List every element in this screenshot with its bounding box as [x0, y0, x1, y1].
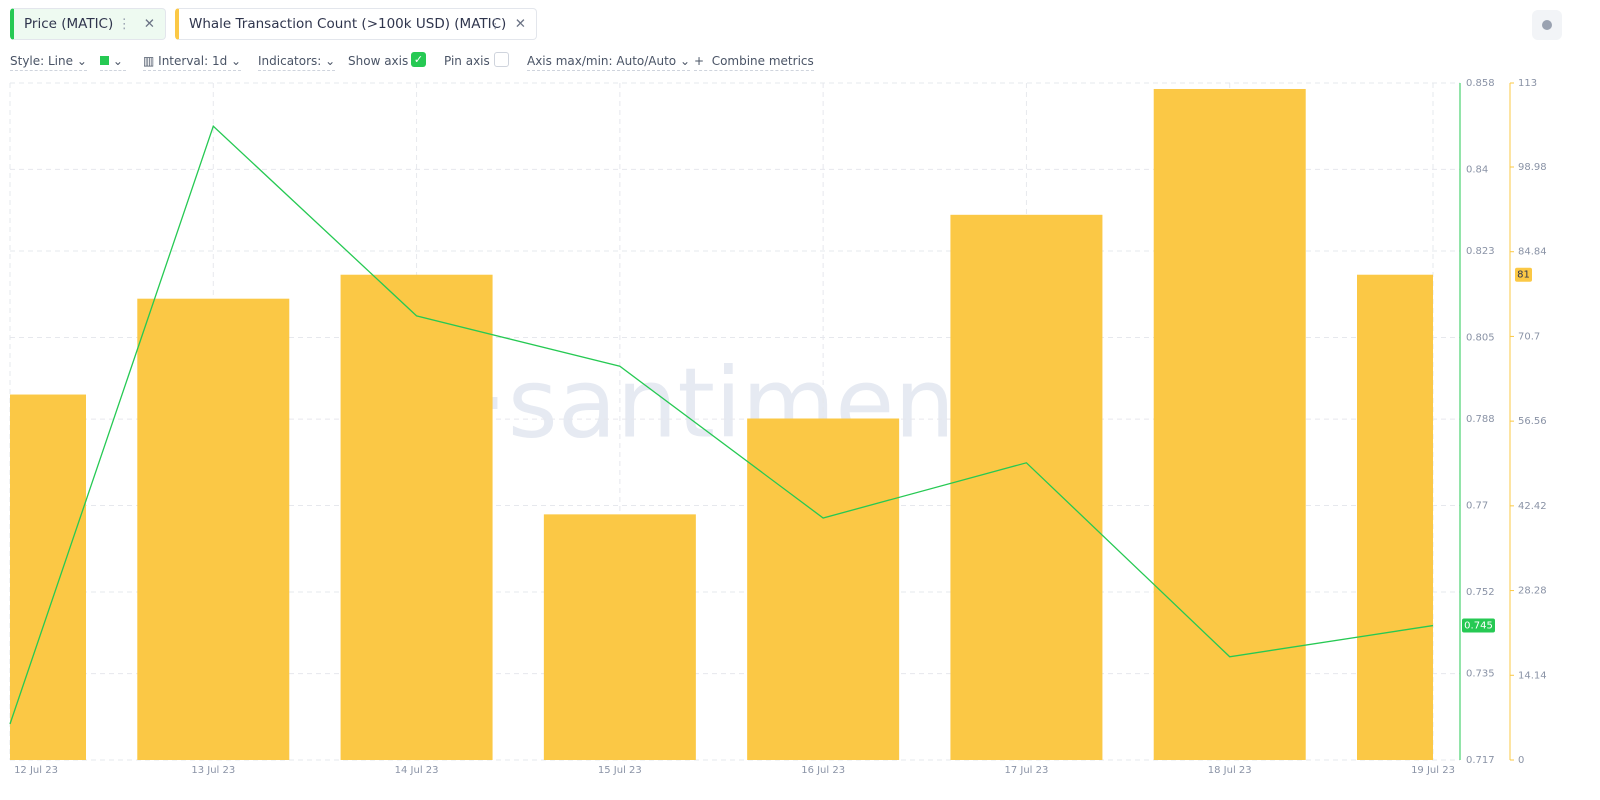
bar — [543, 514, 696, 760]
y-tick-label: 0.823 — [1466, 246, 1495, 257]
tab-menu[interactable]: ⋮ — [117, 16, 132, 32]
settings-button[interactable] — [1532, 10, 1562, 40]
indicators-select[interactable]: Indicators: ⌄ — [258, 52, 336, 71]
bar — [10, 394, 86, 760]
x-tick-label: 14 Jul 23 — [395, 765, 439, 776]
price-line — [9, 125, 1434, 725]
y2-tick-label: 113 — [1518, 78, 1537, 89]
y-tick-label: 0.788 — [1466, 414, 1495, 425]
y2-tick-label: 0 — [1518, 755, 1524, 766]
bar — [950, 214, 1103, 761]
y2-tick-label: 98.98 — [1518, 162, 1547, 173]
bar — [1357, 274, 1433, 760]
indicators-label: Indicators: — [258, 54, 322, 68]
y-tick-label: 0.858 — [1466, 78, 1495, 89]
x-tick-label: 18 Jul 23 — [1208, 765, 1252, 776]
y2-tick-label: 14.14 — [1518, 670, 1547, 681]
tab-close[interactable]: ✕ — [143, 16, 155, 32]
last-value-badge — [1515, 267, 1532, 282]
dot-icon — [1542, 20, 1552, 30]
x-tick-label: 13 Jul 23 — [191, 765, 235, 776]
show-axis[interactable]: Show axis — [348, 52, 408, 70]
x-tick-label: 15 Jul 23 — [598, 765, 642, 776]
tab-close[interactable]: ✕ — [514, 16, 526, 32]
metric-tab[interactable]: Price (MATIC) ⋮ ✕ — [10, 8, 166, 40]
color-select[interactable]: ⌄ — [100, 52, 126, 71]
y-tick-label: 0.735 — [1466, 669, 1495, 680]
style-label: Style: Line — [10, 54, 74, 68]
tab-label: Whale Transaction Count (>100k USD) (MAT… — [189, 16, 507, 32]
bar — [137, 298, 290, 760]
y2-tick-label: 70.7 — [1518, 331, 1540, 342]
y-tick-label: 0.752 — [1466, 587, 1495, 598]
axis-minmax-select[interactable]: Axis max/min: Auto/Auto ⌄ — [527, 52, 691, 71]
tab-label: Price (MATIC) — [24, 16, 114, 32]
y2-tick-label: 84.84 — [1518, 247, 1547, 258]
pin-axis-checkbox[interactable] — [494, 52, 509, 67]
y2-tick-label: 28.28 — [1518, 586, 1547, 597]
x-tick-label: 12 Jul 23 — [14, 765, 58, 776]
pin-axis-label: Pin axis — [444, 54, 490, 68]
metric-tab[interactable]: Whale Transaction Count (>100k USD) (MAT… — [175, 8, 537, 40]
bar — [340, 274, 493, 760]
y2-tick-label: 56.56 — [1518, 416, 1547, 427]
axis-minmax-label: Axis max/min: Auto/Auto — [527, 54, 677, 68]
show-axis-checkbox[interactable]: ✓ — [411, 52, 426, 67]
combine-label: Combine metrics — [711, 54, 814, 68]
pin-axis[interactable]: Pin axis — [444, 52, 490, 70]
x-tick-label: 16 Jul 23 — [801, 765, 845, 776]
last-value-badge — [1462, 618, 1495, 633]
interval-select[interactable]: ▥ Interval: 1d ⌄ — [143, 52, 242, 71]
bar — [747, 418, 900, 760]
combine-metrics[interactable]: + Combine metrics — [694, 52, 814, 71]
y-tick-label: 0.84 — [1466, 164, 1488, 175]
y2-tick-label: 42.42 — [1518, 501, 1547, 512]
color-swatch — [100, 56, 109, 65]
last-value-label: 81 — [1517, 270, 1530, 281]
interval-label: Interval: 1d — [158, 54, 228, 68]
y-tick-label: 0.717 — [1466, 755, 1495, 766]
x-tick-label: 17 Jul 23 — [1004, 765, 1048, 776]
y-tick-label: 0.77 — [1466, 501, 1488, 512]
tab-menu[interactable]: ⋮ — [488, 16, 503, 32]
bar — [1153, 88, 1306, 760]
style-select[interactable]: Style: Line ⌄ — [10, 52, 87, 71]
watermark: ·santiment — [477, 347, 993, 459]
show-axis-label: Show axis — [348, 54, 409, 68]
plot-area — [10, 88, 1433, 761]
y-tick-label: 0.805 — [1466, 332, 1495, 343]
last-value-label: 0.745 — [1464, 621, 1493, 632]
x-tick-label: 19 Jul 23 — [1411, 765, 1455, 776]
